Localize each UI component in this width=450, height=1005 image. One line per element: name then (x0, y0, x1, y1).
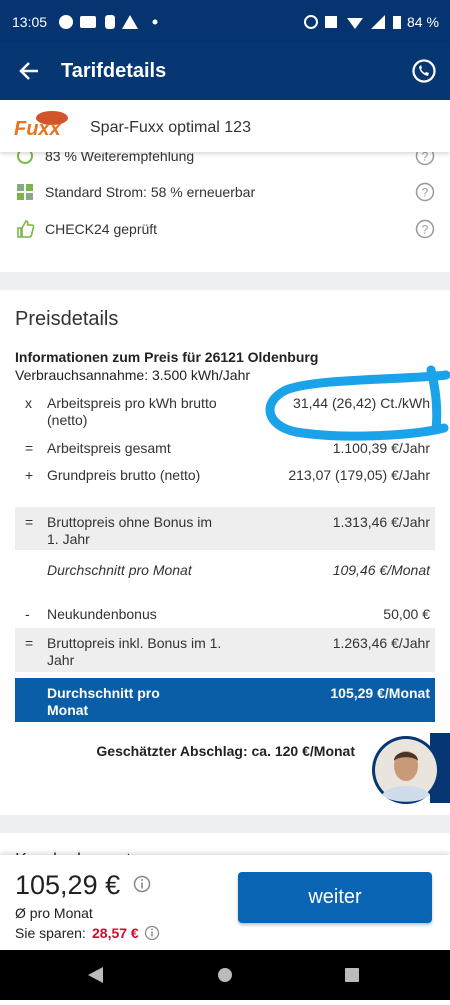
row-label: Arbeitspreis gesamt (47, 440, 171, 456)
feature-text: Standard Strom: 58 % erneuerbar (45, 184, 256, 200)
nav-buttons (88, 967, 359, 983)
tariff-header: Fuxx Spar-Fuxx optimal 123 (0, 100, 450, 152)
feature-text: 83 % Weiterempfehlung (45, 148, 195, 164)
annotation-scribble (265, 365, 450, 441)
app-bar: Tarifdetails (0, 42, 450, 100)
price-row: = Bruttopreis inkl. Bonus im 1. Jahr 1.263… (15, 628, 435, 672)
tariff-name: Spar-Fuxx optimal 123 (90, 119, 251, 136)
logo: Fuxx (14, 118, 61, 140)
section-heading: Preisdetails (15, 308, 119, 330)
bottom-bar: 105,29 € Ø pro Monat Sie sparen: 28,57 €… (0, 855, 450, 950)
consumption: Verbrauchsannahme: 3.500 kWh/Jahr (15, 367, 251, 383)
row-value: 1.313,46 €/Jahr (332, 514, 430, 530)
price-row: = Arbeitspreis gesamt 1.100,39 €/Jahr (15, 440, 435, 458)
estimate: Geschätzter Abschlag: ca. 120 €/Monat (96, 743, 355, 759)
row-value: 213,07 (179,05) €/Jahr (288, 467, 430, 483)
row-label: Neukundenbonus (47, 606, 157, 622)
svg-text:?: ? (422, 186, 429, 200)
row-value: 31,44 (26,42) Ct./kWh (293, 395, 430, 411)
system-icons (304, 15, 401, 29)
info: Informationen zum Preis für 26121 Oldenb… (15, 349, 319, 365)
row-sign: = (25, 635, 34, 651)
help-icon[interactable]: ? (415, 182, 435, 207)
nav-home[interactable] (218, 968, 232, 982)
back-button[interactable] (18, 60, 40, 82)
per-month: Ø pro Monat (15, 905, 93, 921)
info-icon[interactable] (144, 925, 160, 941)
nav-recents[interactable] (345, 968, 359, 982)
row-sign: = (25, 514, 34, 530)
row-value: 105,29 €/Monat (330, 685, 430, 701)
row-sign: + (25, 467, 34, 483)
nav-bar (0, 950, 450, 1000)
svg-text:?: ? (422, 150, 429, 164)
battery: 84 % (407, 14, 439, 30)
row-sign: - (25, 606, 30, 622)
feature-text: CHECK24 geprüft (45, 221, 158, 237)
row-value: 1.100,39 €/Jahr (332, 440, 430, 456)
price-row: = Bruttopreis ohne Bonus im 1. Jahr 1.313,… (15, 507, 435, 550)
info-icon[interactable] (133, 875, 151, 893)
title: Tarifdetails (61, 60, 167, 82)
row-value: 50,00 € (383, 606, 430, 622)
row-label: Bruttopreis ohne Bonus im 1. Jahr (47, 514, 212, 547)
svg-text:?: ? (422, 223, 429, 237)
row-label: Arbeitspreis pro kWh brutto (netto) (47, 395, 217, 428)
help-icon[interactable]: ? (415, 219, 435, 244)
advisor-avatar[interactable] (370, 733, 450, 808)
row-label: Durchschnitt pro Monat (47, 685, 160, 718)
savings-label: Sie sparen: (15, 925, 86, 941)
row-sign: = (25, 440, 34, 456)
separator (0, 272, 450, 290)
price: 105,29 € (15, 870, 121, 900)
savings-value: 28,57 € (92, 925, 139, 941)
price-row: Durchschnitt pro Monat 109,46 €/Monat (15, 562, 435, 598)
price-row: Durchschnitt pro Monat 105,29 €/Monat (15, 678, 435, 722)
row-label: Durchschnitt pro Monat (47, 562, 192, 578)
price-row: + Grundpreis brutto (netto) 213,07 (179,05… (15, 467, 435, 503)
continue-button[interactable]: weiter (238, 872, 432, 923)
call-button[interactable] (411, 58, 437, 84)
row-value: 1.263,46 €/Jahr (332, 635, 430, 651)
row-label: Grundpreis brutto (netto) (47, 467, 201, 483)
logo-mark (36, 111, 68, 125)
time: 13:05 (12, 14, 48, 30)
feature-icon (15, 219, 35, 244)
row-value: 109,46 €/Monat (332, 562, 430, 578)
status-bar: 13:05 84 % (0, 0, 450, 42)
row-sign: x (25, 395, 32, 411)
feature-icon (15, 182, 35, 207)
price-row: - Neukundenbonus 50,00 € (15, 606, 435, 624)
price-row: x Arbeitspreis pro kWh brutto (netto) 31,4… (15, 395, 435, 431)
nav-back[interactable] (88, 967, 103, 983)
row-label: Bruttopreis inkl. Bonus im 1. Jahr (47, 635, 222, 668)
separator (0, 815, 450, 833)
status-icons (59, 15, 158, 29)
